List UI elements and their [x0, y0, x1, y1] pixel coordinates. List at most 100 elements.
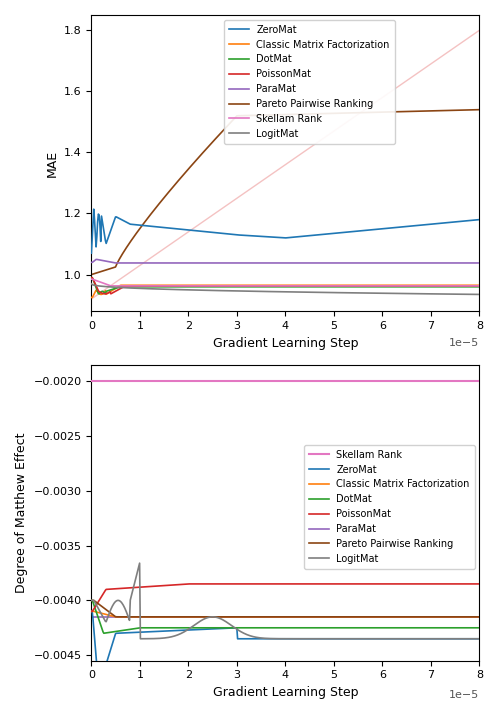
PoissonMat [320, 580, 326, 588]
Classic Matrix Factorization [320, 613, 326, 621]
Skellam Rank [319, 377, 325, 386]
ZeroMat [468, 216, 474, 225]
PoissonMat [186, 580, 192, 588]
Skellam Rank [298, 377, 304, 386]
DotMat [299, 283, 305, 291]
ZeroMat [273, 635, 279, 643]
LogitMat [365, 635, 371, 643]
ParaMat [300, 258, 306, 267]
Skellam Rank [89, 377, 95, 386]
ZeroMat [273, 233, 279, 241]
Pareto Pairwise Ranking [468, 613, 474, 621]
DotMat [477, 283, 483, 291]
ParaMat [319, 613, 325, 621]
PoissonMat [102, 290, 108, 298]
Classic Matrix Factorization [89, 607, 95, 615]
ZeroMat [276, 635, 282, 643]
ZeroMat [91, 205, 97, 213]
ParaMat [94, 255, 100, 263]
DotMat [407, 623, 413, 632]
PoissonMat [468, 580, 474, 588]
DotMat [273, 623, 279, 632]
PoissonMat [407, 580, 413, 588]
PoissonMat [407, 281, 413, 290]
DotMat [101, 629, 107, 638]
LogitMat [319, 288, 325, 297]
PoissonMat [320, 281, 326, 290]
Skellam Rank [273, 281, 279, 290]
DotMat [320, 623, 326, 632]
Skellam Rank [467, 377, 473, 386]
Skellam Rank [275, 377, 281, 386]
LogitMat [273, 635, 279, 643]
ZeroMat [89, 607, 95, 615]
Classic Matrix Factorization [477, 281, 483, 290]
ZeroMat [299, 232, 305, 241]
Line: LogitMat: LogitMat [92, 283, 480, 294]
ParaMat [114, 258, 120, 267]
Skellam Rank [407, 281, 413, 290]
Pareto Pairwise Ranking [276, 613, 282, 621]
ParaMat [408, 258, 414, 267]
PoissonMat [477, 281, 483, 290]
PoissonMat [273, 281, 279, 290]
Skellam Rank [273, 377, 279, 386]
Classic Matrix Factorization [468, 613, 474, 621]
Classic Matrix Factorization [89, 293, 95, 302]
Skellam Rank [406, 377, 412, 386]
Pareto Pairwise Ranking [477, 106, 483, 114]
Line: PoissonMat: PoissonMat [92, 278, 480, 294]
LogitMat [89, 279, 95, 288]
Text: 1e−5: 1e−5 [449, 338, 480, 348]
DotMat [276, 283, 282, 291]
Pareto Pairwise Ranking [114, 613, 120, 621]
Skellam Rank [299, 281, 305, 290]
PoissonMat [468, 281, 474, 290]
PoissonMat [299, 281, 305, 290]
Line: Classic Matrix Factorization: Classic Matrix Factorization [92, 611, 480, 617]
Skellam Rank [89, 275, 95, 283]
ZeroMat [477, 216, 483, 224]
ParaMat [274, 258, 280, 267]
Classic Matrix Factorization [299, 613, 305, 621]
PoissonMat [299, 580, 305, 588]
Classic Matrix Factorization [276, 281, 282, 290]
Pareto Pairwise Ranking [273, 613, 279, 621]
ParaMat [467, 613, 473, 621]
LogitMat [408, 635, 414, 643]
Line: ZeroMat: ZeroMat [92, 209, 480, 253]
DotMat [299, 623, 305, 632]
Pareto Pairwise Ranking [299, 613, 305, 621]
DotMat [477, 623, 483, 632]
DotMat [320, 283, 326, 291]
PoissonMat [477, 580, 483, 588]
PoissonMat [276, 580, 282, 588]
ZeroMat [320, 635, 326, 643]
LogitMat [299, 635, 305, 643]
Skellam Rank [477, 377, 483, 386]
PoissonMat [89, 607, 95, 615]
ParaMat [321, 258, 327, 267]
Legend: ZeroMat, Classic Matrix Factorization, DotMat, PoissonMat, ParaMat, Pareto Pairw: ZeroMat, Classic Matrix Factorization, D… [224, 20, 394, 144]
ParaMat [469, 258, 475, 267]
ParaMat [273, 613, 279, 621]
DotMat [96, 289, 102, 298]
Classic Matrix Factorization [276, 613, 282, 621]
DotMat [407, 283, 413, 291]
ParaMat [406, 613, 412, 621]
LogitMat [467, 290, 473, 298]
Y-axis label: MAE: MAE [45, 149, 58, 176]
Line: Skellam Rank: Skellam Rank [92, 279, 480, 286]
Classic Matrix Factorization [114, 613, 120, 621]
Pareto Pairwise Ranking [89, 271, 95, 279]
Text: 1e−5: 1e−5 [449, 690, 480, 700]
Pareto Pairwise Ranking [407, 613, 413, 621]
LogitMat [406, 289, 412, 298]
DotMat [468, 283, 474, 291]
PoissonMat [276, 281, 282, 290]
ZeroMat [276, 233, 282, 242]
LogitMat [136, 559, 142, 568]
X-axis label: Gradient Learning Step: Gradient Learning Step [213, 686, 358, 699]
DotMat [468, 623, 474, 632]
LogitMat [477, 290, 483, 298]
